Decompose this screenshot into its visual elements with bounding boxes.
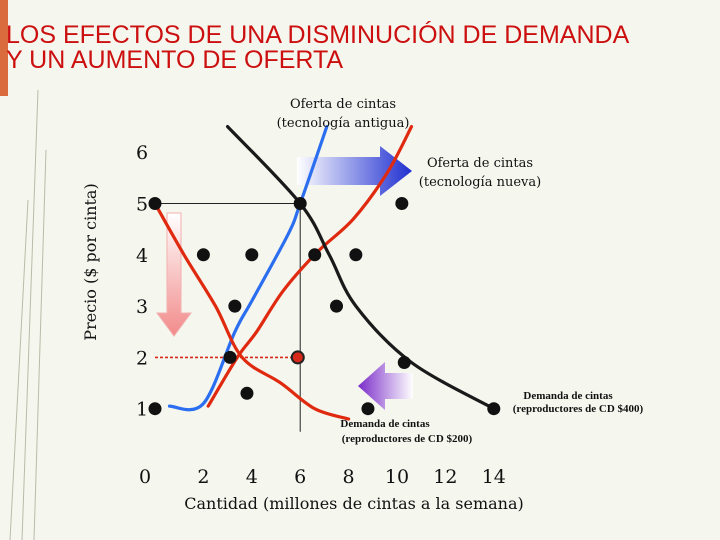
- data-point-8: [228, 299, 242, 313]
- label-supply-new-line1: Oferta de cintas: [427, 156, 533, 171]
- y-tick-5: 5: [136, 194, 148, 216]
- data-point-4: [196, 248, 210, 262]
- series-curve-3: [226, 125, 496, 411]
- data-point-15: [361, 402, 375, 416]
- data-point-7: [349, 248, 363, 262]
- markers: [148, 197, 501, 416]
- x-tick-0: 0: [139, 466, 151, 488]
- data-point-16: [487, 402, 501, 416]
- y-tick-1: 1: [136, 399, 148, 421]
- data-point-13: [148, 402, 162, 416]
- x-tick-10: 10: [385, 466, 409, 488]
- y-axis-title: Precio ($ por cinta): [81, 183, 100, 340]
- x-axis-title: Cantidad (millones de cintas a la semana…: [184, 494, 524, 513]
- x-tick-labels: 0 2 4 6 8 10 12 14: [139, 466, 506, 488]
- data-point-5: [245, 248, 259, 262]
- price-drop-arrow: [156, 212, 192, 337]
- y-tick-labels: 1 2 3 4 5 6: [136, 142, 148, 421]
- data-point-1: [148, 197, 162, 210]
- data-point-6: [308, 248, 322, 262]
- label-demand-400-line1: Demanda de cintas: [523, 390, 613, 402]
- data-point-12: [397, 356, 411, 370]
- data-point-2: [293, 197, 307, 210]
- slide-decoration: [9, 89, 47, 540]
- series-curve-4: [153, 201, 351, 421]
- data-point-14: [240, 386, 254, 400]
- y-tick-3: 3: [136, 296, 148, 318]
- chart-title-line1: LOS EFECTOS DE UNA DISMINUCIÓN DE DEMAND…: [6, 20, 630, 49]
- data-point-3: [395, 197, 409, 210]
- y-tick-6: 6: [136, 142, 148, 164]
- equilibrium-point-new: [290, 350, 305, 365]
- y-tick-2: 2: [136, 347, 148, 369]
- label-demand-200-line2: (reproductores de CD $200): [342, 433, 473, 445]
- label-supply-old-line1: Oferta de cintas: [290, 97, 396, 112]
- x-tick-12: 12: [433, 466, 457, 488]
- label-supply-new-line2: (tecnología nueva): [419, 175, 541, 190]
- label-demand-400-line2: (reproductores de CD $400): [513, 403, 644, 415]
- data-point-10: [223, 350, 237, 364]
- label-demand-200-line1: Demanda de cintas: [340, 418, 430, 430]
- y-tick-4: 4: [136, 245, 148, 267]
- x-tick-6: 6: [294, 466, 306, 488]
- x-tick-2: 2: [197, 466, 209, 488]
- demand-shift-arrow: [358, 362, 413, 410]
- x-tick-4: 4: [246, 466, 258, 488]
- label-supply-old-line2: (tecnología antigua): [277, 116, 410, 131]
- data-point-9: [330, 299, 343, 313]
- x-tick-8: 8: [343, 466, 355, 488]
- chart-title-line2: Y UN AUMENTO DE OFERTA: [6, 46, 343, 74]
- title-accent-bar: [0, 0, 8, 96]
- x-tick-14: 14: [482, 466, 506, 488]
- supply-shift-arrow: [297, 146, 412, 196]
